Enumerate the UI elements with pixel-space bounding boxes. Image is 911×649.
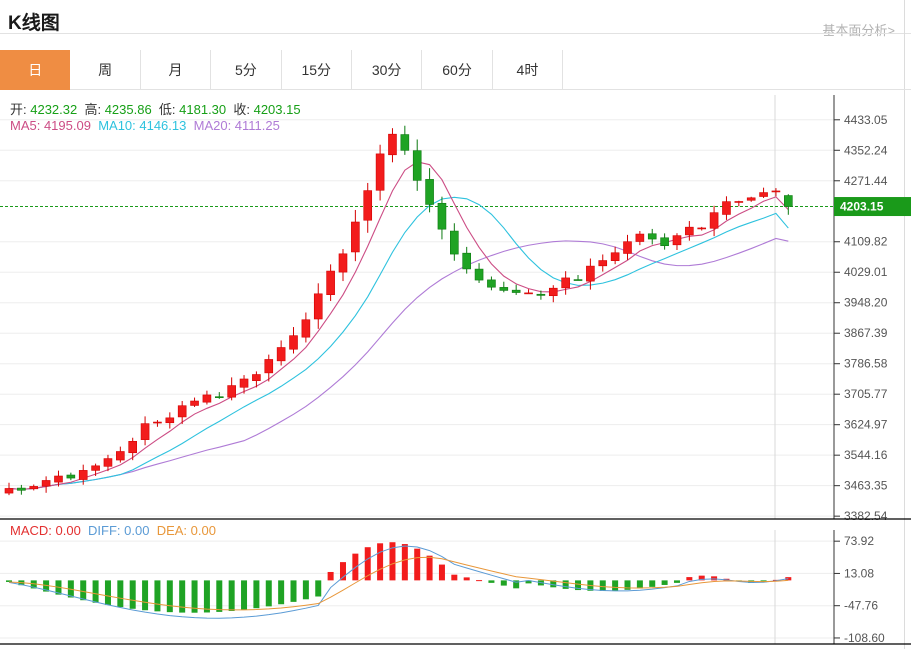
svg-text:3948.20: 3948.20 xyxy=(844,296,888,310)
svg-text:-47.76: -47.76 xyxy=(844,599,878,613)
svg-text:3624.97: 3624.97 xyxy=(844,418,888,432)
svg-text:73.92: 73.92 xyxy=(844,534,874,548)
svg-text:4203.15: 4203.15 xyxy=(840,200,884,214)
svg-text:4029.01: 4029.01 xyxy=(844,265,888,279)
svg-text:4109.82: 4109.82 xyxy=(844,235,888,249)
svg-text:4271.44: 4271.44 xyxy=(844,174,888,188)
svg-text:4352.24: 4352.24 xyxy=(844,143,888,157)
svg-text:3463.35: 3463.35 xyxy=(844,479,888,493)
svg-text:3382.54: 3382.54 xyxy=(844,509,888,523)
svg-text:3786.58: 3786.58 xyxy=(844,357,888,371)
svg-text:3705.77: 3705.77 xyxy=(844,387,888,401)
svg-text:-108.60: -108.60 xyxy=(844,631,885,645)
svg-text:3867.39: 3867.39 xyxy=(844,326,888,340)
svg-text:13.08: 13.08 xyxy=(844,566,874,580)
svg-text:4433.05: 4433.05 xyxy=(844,113,888,127)
svg-text:3544.16: 3544.16 xyxy=(844,448,888,462)
